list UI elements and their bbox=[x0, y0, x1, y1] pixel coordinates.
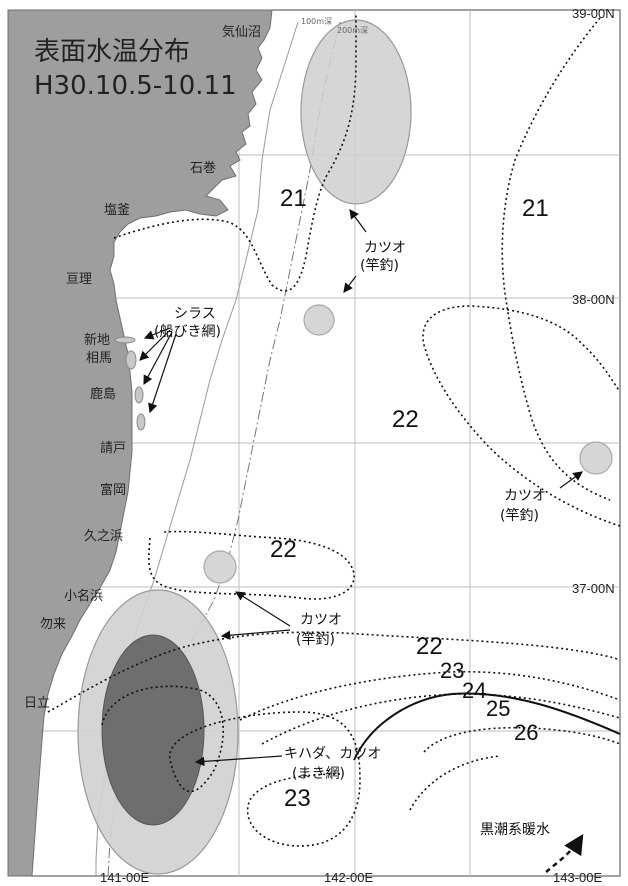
fishing-ground-katsuo-north bbox=[300, 19, 412, 205]
fishing-ground-kihada-core bbox=[101, 634, 205, 826]
note-katsuo-north: カツオ bbox=[364, 240, 406, 256]
shirasu-ground-1 bbox=[114, 336, 136, 344]
arrow-shirasu-4 bbox=[148, 333, 177, 414]
isotherm-24 bbox=[261, 693, 621, 745]
place-ukedo: 請戸 bbox=[100, 441, 126, 456]
lat-label-39n: 39-00N bbox=[572, 6, 615, 21]
place-nakoso: 勿来 bbox=[40, 617, 66, 632]
land-honshu bbox=[7, 9, 273, 877]
place-shiogama: 塩釜 bbox=[104, 203, 130, 218]
arrow-to-mid-ground bbox=[234, 591, 291, 627]
fishing-ground-katsuo-38n bbox=[303, 304, 335, 336]
shirasu-ground-2 bbox=[125, 350, 137, 370]
place-kashima: 鹿島 bbox=[90, 386, 116, 402]
arrow-shirasu-2 bbox=[139, 329, 171, 361]
note-kihada: キハダ、カツオ bbox=[284, 746, 381, 762]
arrow-shirasu-3 bbox=[143, 331, 173, 386]
arrow-to-kihada-outer bbox=[220, 629, 291, 641]
shirasu-ground-3 bbox=[134, 386, 144, 404]
isotherm-26-solid bbox=[353, 692, 621, 761]
arrow-to-38n-ground bbox=[343, 275, 357, 293]
isotherm-label-22-mid: 22 bbox=[270, 536, 297, 563]
isotherm-23-long bbox=[239, 670, 621, 721]
note-katsuo-east-method: (竿釣) bbox=[500, 508, 539, 524]
note-shirasu: シラス bbox=[174, 306, 216, 322]
isotherm-24-inner bbox=[423, 726, 621, 753]
isotherm-label-25: 25 bbox=[486, 696, 510, 721]
lat-label-38n: 38-00N bbox=[572, 292, 615, 307]
kuroshio-flow-arrow bbox=[545, 833, 584, 873]
isotherm-label-23-south: 23 bbox=[284, 785, 311, 812]
note-kuroshio: 黒潮系暖水 bbox=[480, 822, 550, 838]
lon-label-142e: 142-00E bbox=[324, 870, 373, 885]
lon-label-143e: 143-00E bbox=[553, 870, 602, 885]
place-hisanohama: 久之浜 bbox=[84, 529, 123, 544]
isotherm-label-24: 24 bbox=[462, 678, 486, 703]
lon-label-141e: 141-00E bbox=[100, 870, 149, 885]
depth-label-200m: 200m深 bbox=[337, 26, 368, 35]
arrow-to-east-ground bbox=[559, 471, 583, 489]
lat-label-37n: 37-00N bbox=[572, 581, 615, 596]
note-katsuo-north-method: (竿釣) bbox=[360, 258, 399, 274]
arrow-to-north-ground bbox=[349, 209, 367, 233]
isotherm-22-south bbox=[47, 631, 621, 713]
note-katsuo-mid-method: (竿釣) bbox=[296, 632, 335, 648]
note-shirasu-method: (船びき網) bbox=[154, 324, 221, 340]
shirasu-ground-4 bbox=[136, 413, 146, 431]
isotherm-21-offshore bbox=[501, 17, 611, 501]
depth-label-100m: 100m深 bbox=[301, 17, 332, 26]
map-title: 表面水温分布 bbox=[34, 37, 190, 67]
isotherm-label-26: 26 bbox=[514, 720, 538, 745]
note-kihada-method: (まき網) bbox=[292, 766, 345, 782]
place-ishinomaki: 石巻 bbox=[190, 161, 216, 176]
place-soma: 相馬 bbox=[86, 351, 112, 366]
place-tomioka: 富岡 bbox=[100, 482, 126, 498]
place-kesennuma: 気仙沼 bbox=[222, 24, 261, 40]
isotherm-label-21-coastal: 21 bbox=[280, 185, 307, 212]
map-period: H30.10.5-10.11 bbox=[34, 71, 237, 101]
isotherm-21-coastal bbox=[113, 14, 357, 292]
place-shinchi: 新地 bbox=[84, 332, 110, 348]
fishing-ground-katsuo-mid bbox=[203, 550, 237, 584]
pointer-arrows bbox=[139, 209, 583, 767]
arrow-to-kihada-core bbox=[194, 755, 283, 767]
isotherm-label-22-south: 22 bbox=[416, 633, 443, 660]
place-watari: 亘理 bbox=[66, 272, 92, 287]
note-katsuo-east: カツオ bbox=[504, 488, 546, 504]
arrow-shirasu-1 bbox=[143, 327, 171, 340]
place-hitachi: 日立 bbox=[24, 696, 50, 711]
isotherm-label-23-north: 23 bbox=[440, 658, 464, 683]
note-katsuo-mid: カツオ bbox=[300, 612, 342, 628]
isotherm-24-coil bbox=[409, 755, 501, 811]
place-onahama: 小名浜 bbox=[64, 588, 103, 604]
isotherm-label-21-offshore: 21 bbox=[522, 195, 549, 222]
isotherm-23-loop bbox=[101, 685, 361, 847]
fishing-ground-katsuo-east bbox=[579, 441, 613, 475]
isotherm-22-mid bbox=[148, 530, 355, 600]
isotherm-label-22-east: 22 bbox=[392, 406, 419, 433]
